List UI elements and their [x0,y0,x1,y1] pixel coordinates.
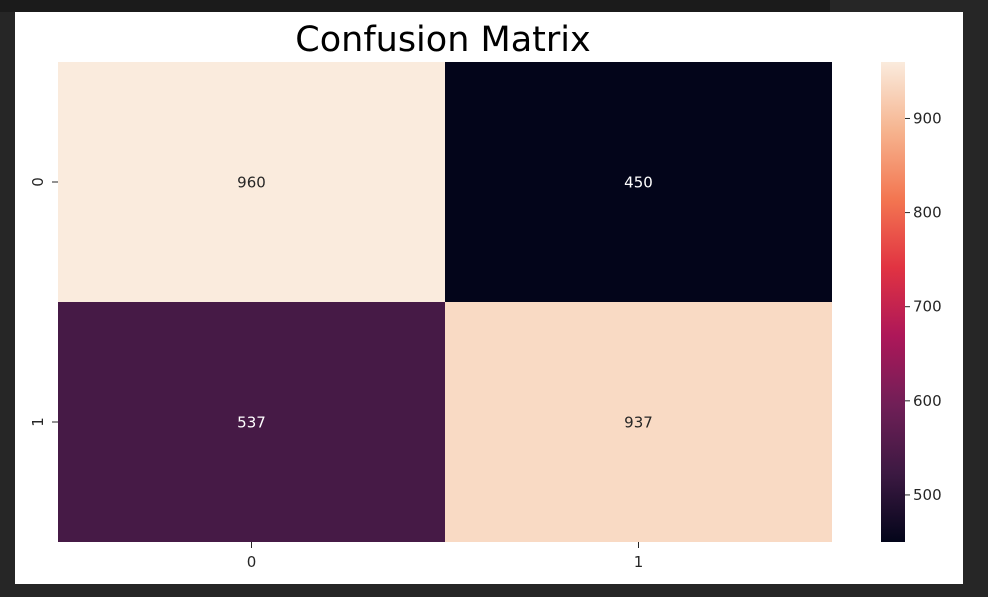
window-top-strip [0,0,830,12]
colorbar-tick-label: 700 [913,298,942,316]
cell-value-label-r1-c1: 937 [624,414,653,432]
heatmap-cell-labels: 960 450 537 937 [237,174,653,432]
heatmap-cell-r1-c1 [445,302,832,542]
y-tick-label: 0 [29,177,47,187]
cell-value-label-r1-c0: 537 [237,414,266,432]
colorbar-tick-label: 900 [913,109,942,127]
heatmap-cell-r0-c1 [445,62,832,302]
colorbar-ticks: 500 600 700 800 900 [905,109,942,504]
chart-figure: Confusion Matrix 960 450 537 937 0 1 0 1 500 60… [15,12,963,584]
colorbar-tick-label: 800 [913,204,942,222]
y-tick-label: 1 [29,417,47,427]
colorbar [881,62,905,542]
chart-title: Confusion Matrix [295,20,590,60]
x-tick-label: 0 [247,553,257,571]
heatmap-cells [58,62,832,542]
colorbar-tick-label: 500 [913,486,942,504]
cell-value-label-r0-c0: 960 [237,174,266,192]
x-tick-label: 1 [634,553,644,571]
heatmap-cell-r1-c0 [58,302,445,542]
heatmap-cell-r0-c0 [58,62,445,302]
confusion-matrix-heatmap: Confusion Matrix 960 450 537 937 0 1 0 1 500 60… [29,20,942,571]
heatmap-axes: 0 1 0 1 [29,177,643,571]
colorbar-tick-label: 600 [913,392,942,410]
cell-value-label-r0-c1: 450 [624,174,653,192]
